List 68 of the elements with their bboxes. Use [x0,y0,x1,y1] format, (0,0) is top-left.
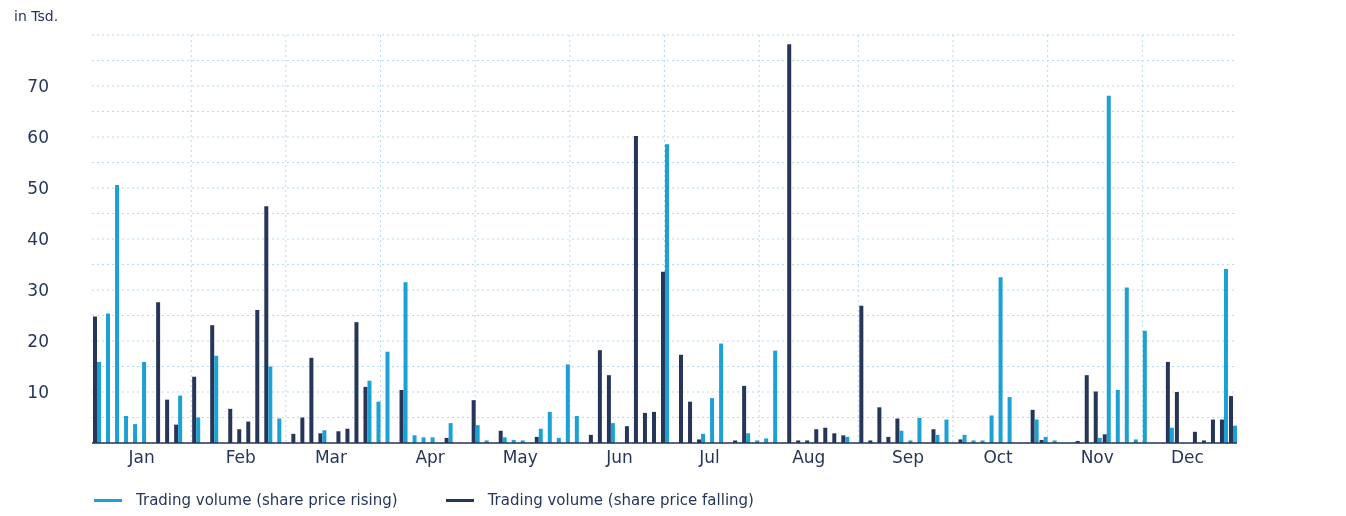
x-tick-label: Dec [1170,447,1204,468]
bar [97,361,101,443]
bar [574,415,579,443]
x-tick-label: Nov [1080,447,1114,468]
bar [1142,330,1147,443]
y-tick-label: 70 [27,76,49,97]
bar [547,411,552,443]
bar [115,184,120,443]
bar [430,437,435,443]
y-axis-title: in Tsd. [14,8,59,24]
bar [403,282,408,443]
bar [214,355,219,443]
x-tick-label: Apr [415,447,445,468]
bar [538,428,543,443]
bar [746,433,751,443]
bar [1124,287,1129,443]
y-tick-label: 30 [27,280,49,301]
bar [196,417,201,443]
x-tick-label: Jan [127,447,155,468]
y-tick-label: 10 [27,382,49,403]
bar [1007,397,1012,443]
bar [1223,269,1228,443]
bar [1034,419,1039,443]
bar [610,423,615,443]
bar [664,144,669,443]
bar [944,419,949,443]
bar [475,425,480,443]
bar [719,343,724,443]
bar [322,430,327,443]
bar [178,395,183,443]
bar [277,418,282,443]
x-tick-label: Sep [891,447,924,468]
bar [998,277,1003,443]
x-tick-label: Feb [225,447,256,468]
bar [1232,425,1237,443]
bar [448,423,453,443]
y-tick-label: 20 [27,331,49,352]
x-tick-label: Mar [314,447,347,468]
legend-label: Trading volume (share price rising) [136,491,398,509]
x-tick-label: Jul [698,447,720,468]
x-tick-label: Aug [792,447,826,468]
bar [133,424,138,443]
y-tick-label: 40 [27,229,49,250]
bar [1106,95,1111,443]
bar [367,380,372,443]
bar [773,350,778,443]
bar [124,415,129,443]
x-tick-label: Oct [983,447,1014,468]
bar [421,437,426,443]
bar [917,418,922,443]
bar [899,430,904,443]
y-tick-label: 50 [27,178,49,199]
bar [1115,389,1120,443]
bar [142,361,147,443]
bar [412,435,417,443]
bar [385,351,390,443]
bar [376,401,381,443]
legend-label: Trading volume (share price falling) [487,491,754,509]
x-tick-label: Jun [605,447,633,468]
y-tick-label: 60 [27,127,49,148]
bar [268,366,273,443]
bar [710,398,715,443]
bar [106,313,111,443]
bar [502,437,507,443]
x-tick-label: May [502,447,538,468]
bar [1169,427,1174,443]
bar [989,415,994,443]
bar [565,364,570,443]
